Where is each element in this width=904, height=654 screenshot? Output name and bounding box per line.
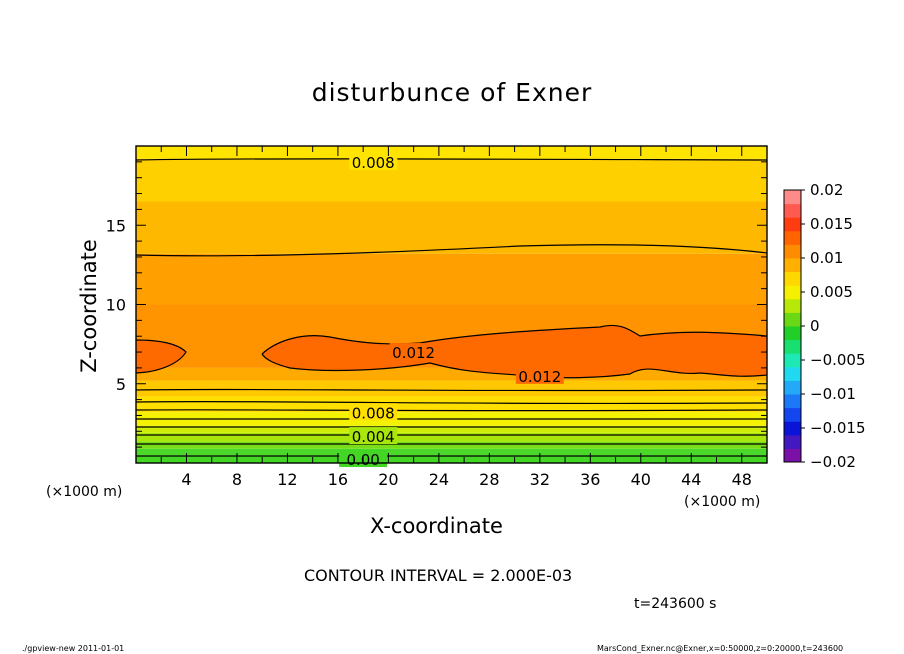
colorbar-tick-labels: 0.02 0.015 0.01 0.005 0 −0.005 −0.01 −0.015 −0.0… (801, 181, 866, 471)
contour-band (136, 441, 767, 449)
colorbar-segment (784, 421, 801, 436)
colorbar-segment (784, 394, 801, 409)
contour-label: 0.004 (352, 428, 395, 446)
max-region-center (262, 325, 767, 378)
colorbar-tick-label: 0.015 (810, 215, 853, 233)
contour-label-bg (349, 152, 398, 170)
colorbar-segment (784, 203, 801, 218)
y-tick-label: 15 (106, 216, 126, 235)
chart-title: disturbunce of Exner (311, 78, 593, 107)
max-region (136, 325, 767, 378)
colorbar-segment (784, 448, 801, 463)
colorbar-segment (784, 230, 801, 245)
contour-label: 0.008 (352, 404, 395, 422)
colorbar-tick-label: −0.02 (810, 453, 856, 471)
colorbar-segment (784, 285, 801, 300)
colorbar-segment (784, 380, 801, 395)
x-tick-label: 44 (681, 470, 701, 489)
contour-line-upper (136, 244, 767, 257)
x-tick-label: 48 (732, 470, 752, 489)
footer-right: MarsCond_Exner.nc@Exner,x=0:50000,z=0:20… (597, 644, 844, 653)
contour-band (136, 380, 767, 397)
colorbar-segment (784, 271, 801, 286)
footer-left: ./gpview-new 2011-01-01 (22, 644, 125, 653)
contour-line-8 (136, 418, 767, 420)
contour-band (136, 455, 767, 463)
contour-line-6 (136, 400, 767, 405)
colorbar-tick-label: 0.005 (810, 283, 853, 301)
contour-label: 0.012 (392, 344, 435, 362)
colorbar-tick-label: −0.005 (810, 351, 866, 369)
colorbar-segment (784, 258, 801, 273)
colorbar (783, 189, 802, 463)
colorbar-tick-label: −0.01 (810, 385, 856, 403)
contour-interval-text: CONTOUR INTERVAL = 2.000E-03 (304, 566, 573, 585)
contour-band (136, 146, 767, 159)
colorbar-segment (784, 366, 801, 381)
y-tick-label: 10 (106, 296, 126, 315)
colorbar-tick-label: 0.01 (810, 249, 843, 267)
x-tick-label: 4 (181, 470, 191, 489)
contour-band (136, 253, 767, 305)
y-axis-label: Z-coordinate (77, 239, 101, 373)
colorbar-tick-label: 0 (810, 317, 820, 335)
contour-line-11 (136, 443, 767, 445)
time-label: t=243600 s (634, 596, 717, 612)
contour-line-0.004 (136, 434, 767, 436)
colorbar-segment (784, 407, 801, 422)
y-tick-label: 5 (116, 375, 126, 394)
contour-line-0.012-left (136, 339, 187, 374)
contour-fill-bands (136, 146, 767, 463)
y-axis-unit: (×1000 m) (46, 484, 123, 500)
contour-label: 0.008 (352, 154, 395, 172)
contour-label-bg (515, 366, 564, 384)
axis-ticks (136, 146, 767, 463)
x-axis-label: X-coordinate (370, 514, 503, 538)
colorbar-segment (784, 244, 801, 259)
x-tick-label: 16 (328, 470, 348, 489)
colorbar-segment (784, 298, 801, 313)
colorbar-segment (784, 217, 801, 232)
contour-label-bg (389, 343, 438, 361)
x-axis-unit: (×1000 m) (684, 494, 761, 510)
x-tick-label: 40 (631, 470, 651, 489)
colorbar-segment (784, 312, 801, 327)
colorbar-segment (784, 434, 801, 449)
contour-band (136, 425, 767, 433)
colorbar-segment (784, 339, 801, 354)
x-tick-label: 36 (580, 470, 600, 489)
contour-label-bg (349, 427, 398, 445)
contour-label-bg (349, 403, 398, 421)
x-tick-label: 8 (232, 470, 242, 489)
contour-band (136, 432, 767, 442)
colorbar-segment (784, 326, 801, 341)
colorbar-segment (784, 190, 801, 205)
colorbar-tick-label: −0.015 (810, 419, 866, 437)
contour-line-0.00 (136, 455, 767, 457)
x-tick-label: 12 (277, 470, 297, 489)
contour-lines (136, 158, 767, 457)
x-tick-label: 24 (429, 470, 449, 489)
contour-band (136, 158, 767, 202)
x-tick-label: 20 (378, 470, 398, 489)
colorbar-tick-label: 0.02 (810, 181, 843, 199)
x-tick-label: 28 (479, 470, 499, 489)
contour-band (136, 396, 767, 413)
colorbar-segment (784, 353, 801, 368)
max-region-left (136, 340, 186, 373)
x-tick-label: 32 (530, 470, 550, 489)
contour-label: 0.012 (518, 368, 561, 386)
contour-line-9 (136, 426, 767, 428)
contour-line-5 (136, 388, 767, 392)
contour-band (136, 448, 767, 456)
